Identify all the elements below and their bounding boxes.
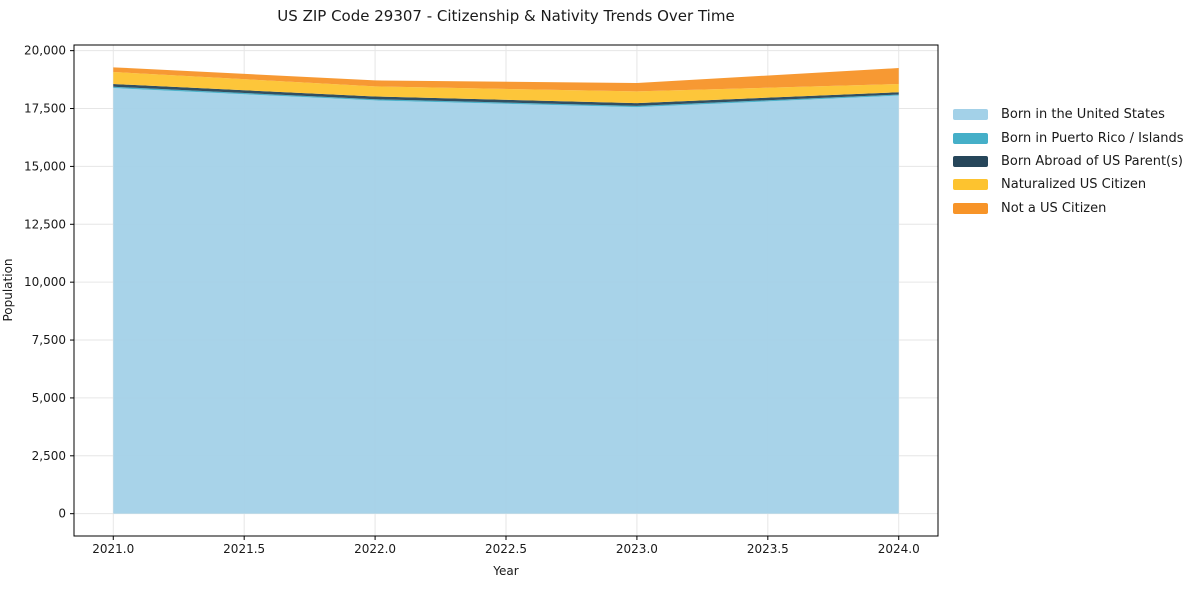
legend-label: Born in Puerto Rico / Islands (1001, 130, 1184, 146)
legend-item: Born Abroad of US Parent(s) (953, 150, 1184, 173)
y-tick-label: 20,000 (24, 44, 66, 58)
area-series-0 (113, 88, 899, 514)
y-tick-label: 7,500 (32, 333, 66, 347)
legend-label: Naturalized US Citizen (1001, 177, 1147, 193)
legend-swatch-puerto-rico (953, 132, 988, 144)
y-tick-label: 15,000 (24, 159, 66, 173)
legend-label: Born in the United States (1001, 107, 1165, 123)
legend-swatch-born-abroad (953, 155, 988, 167)
x-tick-label: 2024.0 (878, 542, 920, 556)
y-axis-label: Population (1, 258, 15, 322)
legend-swatch-born-in-us (953, 109, 988, 121)
area-series-2 (113, 83, 899, 106)
chart-title: US ZIP Code 29307 - Citizenship & Nativi… (277, 7, 735, 25)
y-tick-label: 17,500 (24, 102, 66, 116)
area-series-3 (113, 71, 899, 104)
area-series-4 (113, 67, 899, 92)
legend-item: Naturalized US Citizen (953, 173, 1184, 196)
legend-label: Not a US Citizen (1001, 200, 1107, 216)
legend-item: Not a US Citizen (953, 197, 1184, 220)
area-series-group (113, 67, 899, 514)
y-tick-label: 0 (58, 507, 66, 521)
legend: Born in the United States Born in Puerto… (953, 103, 1184, 220)
x-tick-label: 2022.0 (354, 542, 396, 556)
x-tick-label: 2021.5 (223, 542, 265, 556)
legend-item: Born in the United States (953, 103, 1184, 126)
y-tick-label: 12,500 (24, 217, 66, 231)
area-series-1 (113, 86, 899, 108)
x-tick-label: 2023.0 (616, 542, 658, 556)
legend-swatch-not-citizen (953, 202, 988, 214)
x-axis-label: Year (493, 564, 519, 578)
legend-item: Born in Puerto Rico / Islands (953, 126, 1184, 149)
legend-swatch-naturalized (953, 179, 988, 191)
y-tick-label: 2,500 (32, 449, 66, 463)
tick-marks (70, 50, 900, 540)
y-tick-label: 5,000 (32, 391, 66, 405)
x-tick-label: 2022.5 (485, 542, 527, 556)
x-tick-label: 2023.5 (747, 542, 789, 556)
x-tick-label: 2021.0 (92, 542, 134, 556)
tick-labels: 2021.0 2021.5 2022.0 2022.5 2023.0 2023.5 2024… (24, 44, 920, 556)
legend-label: Born Abroad of US Parent(s) (1001, 153, 1183, 169)
y-tick-label: 10,000 (24, 275, 66, 289)
